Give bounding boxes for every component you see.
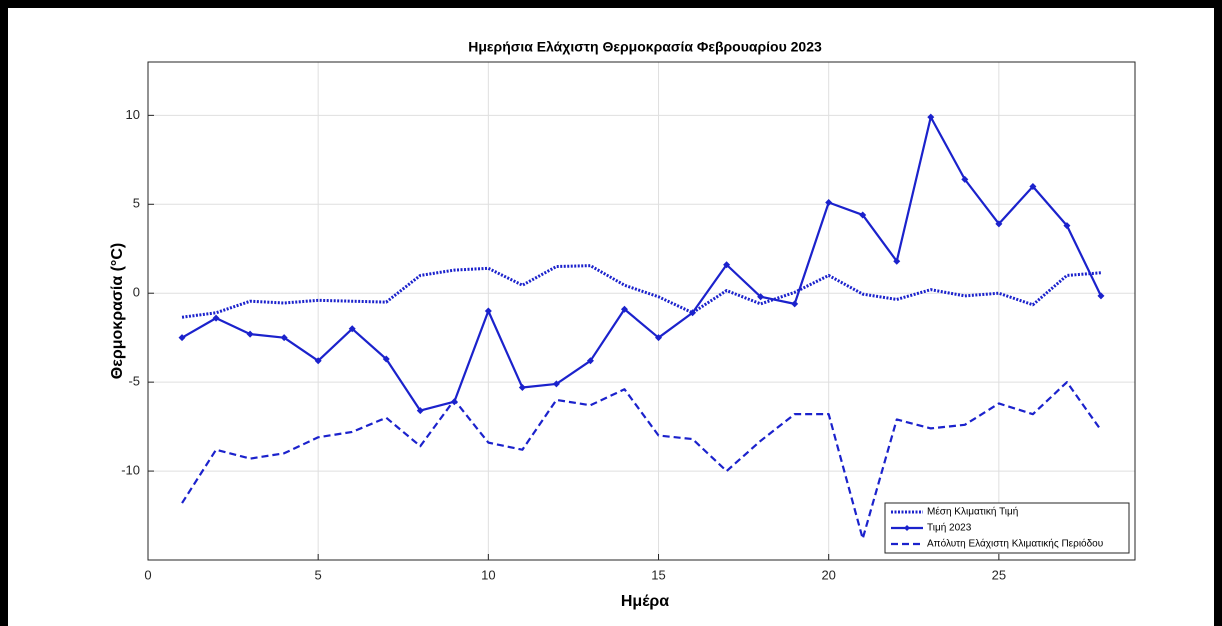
marker — [1063, 222, 1071, 230]
marker — [723, 261, 731, 269]
marker — [280, 334, 288, 342]
marker — [382, 355, 390, 363]
legend-label: Μέση Κλιματική Τιμή — [927, 506, 1018, 518]
marker — [859, 211, 867, 219]
marker — [552, 380, 560, 388]
x-tick-label: 15 — [651, 567, 665, 582]
marker — [927, 113, 935, 121]
y-tick-label: 5 — [133, 196, 140, 211]
marker — [518, 383, 526, 391]
marker — [825, 199, 833, 207]
legend-box — [884, 502, 1130, 554]
series-line — [181, 116, 1102, 412]
plot-border — [147, 61, 1136, 561]
series-line — [181, 264, 1102, 319]
marker — [995, 220, 1003, 228]
x-tick-label: 20 — [821, 567, 835, 582]
marker — [314, 357, 322, 365]
x-tick-label: 25 — [992, 567, 1006, 582]
marker — [178, 334, 186, 342]
marker — [961, 175, 969, 183]
marker — [689, 309, 697, 317]
series-line — [181, 381, 1102, 540]
y-tick-label: 0 — [133, 285, 140, 300]
legend-marker — [904, 525, 910, 531]
x-axis-label: Ημέρα — [621, 593, 669, 610]
marker — [348, 325, 356, 333]
y-axis-label: Θερμοκρασία (°C) — [109, 243, 126, 379]
marker — [246, 330, 254, 338]
chart-title: Ημερήσια Ελάχιστη Θερμοκρασία Φεβρουαρίο… — [468, 39, 822, 55]
marker — [655, 334, 663, 342]
marker — [416, 407, 424, 415]
marker — [484, 307, 492, 315]
marker — [212, 314, 220, 322]
marker — [1029, 183, 1037, 190]
x-tick-label: 5 — [315, 567, 322, 582]
marker — [586, 357, 594, 365]
y-tick-label: -5 — [128, 374, 140, 389]
legend-label: Τιμή 2023 — [927, 522, 972, 534]
x-tick-label: 0 — [144, 567, 151, 582]
marker — [757, 293, 765, 301]
y-tick-label: -10 — [121, 463, 140, 478]
marker — [791, 300, 799, 308]
x-tick-label: 10 — [481, 567, 495, 582]
marker — [620, 305, 628, 313]
marker — [893, 257, 901, 265]
y-tick-label: 10 — [126, 107, 140, 122]
marker — [1097, 292, 1105, 300]
legend-label: Απόλυτη Ελάχιστη Κλιματικής Περιόδου — [927, 538, 1103, 550]
plot-area — [148, 62, 1135, 560]
